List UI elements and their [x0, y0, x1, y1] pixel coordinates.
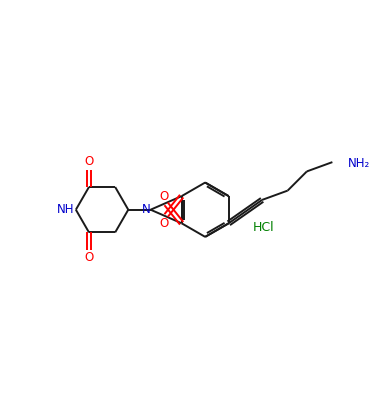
Text: O: O — [85, 251, 94, 264]
Text: HCl: HCl — [252, 221, 274, 234]
Text: O: O — [85, 155, 94, 168]
Text: N: N — [142, 203, 151, 216]
Text: NH₂: NH₂ — [348, 156, 370, 170]
Text: O: O — [160, 217, 169, 230]
Text: O: O — [160, 190, 169, 203]
Text: NH: NH — [56, 203, 74, 216]
